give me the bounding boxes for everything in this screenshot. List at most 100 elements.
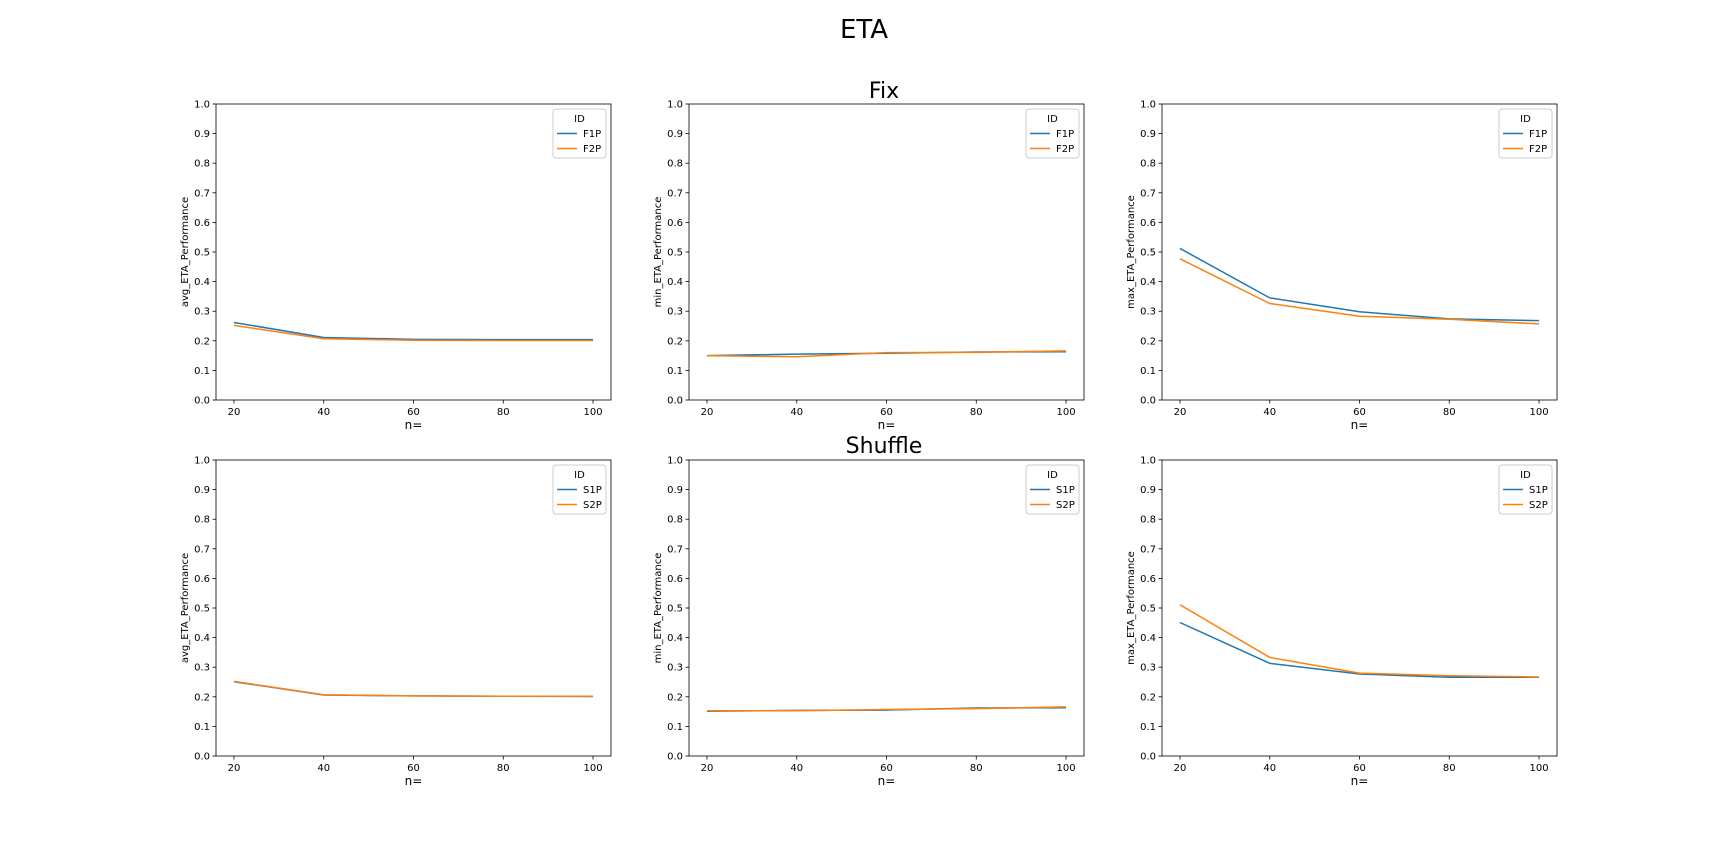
legend: ID S1P S2P: [1498, 464, 1553, 515]
legend-label-F1P: F1P: [583, 129, 601, 140]
series-line-S2P: [706, 706, 1067, 712]
y-tick-label: 0.7: [1140, 544, 1156, 555]
series-line-F2P: [233, 324, 594, 342]
y-tick-label: 1.0: [194, 100, 210, 111]
y-tick-label: 0.5: [667, 604, 683, 615]
legend-title: ID: [1520, 114, 1531, 125]
plot-frame: [215, 459, 612, 757]
y-tick-label: 0.6: [1140, 574, 1156, 585]
y-tick-label: 0.8: [194, 515, 210, 526]
legend: ID S1P S2P: [1025, 464, 1080, 515]
y-tick-label: 0.2: [667, 336, 683, 347]
y-tick-label: 0.1: [1140, 722, 1156, 733]
y-tick-label: 0.3: [194, 307, 210, 318]
series-line-F1P: [233, 321, 594, 341]
x-tick-label: 20: [228, 763, 241, 774]
y-tick-label: 0.8: [667, 159, 683, 170]
y-tick-label: 0.2: [194, 336, 210, 347]
y-tick-label: 0.8: [667, 515, 683, 526]
x-axis-label: n=: [1351, 418, 1369, 432]
chart-panel-5: 0.0 0.1 0.2 0.3 0.4 0.5 0.6 0.7 0.8 0.9 1.0 20 40 60 8…: [653, 456, 1085, 788]
y-tick-label: 0.9: [1140, 129, 1156, 140]
y-tick-label: 0.3: [667, 307, 683, 318]
y-tick-label: 0.7: [194, 188, 210, 199]
legend-box: [552, 464, 607, 515]
y-axis-label: avg_ETA_Performance: [180, 553, 191, 663]
x-tick-label: 80: [1443, 407, 1456, 418]
legend-title: ID: [1047, 114, 1058, 125]
legend: ID F1P F2P: [1025, 108, 1080, 159]
y-tick-label: 1.0: [667, 456, 683, 467]
x-tick-label: 60: [407, 763, 420, 774]
legend-title: ID: [574, 114, 585, 125]
y-tick-label: 1.0: [194, 456, 210, 467]
y-tick-label: 0.0: [1140, 396, 1156, 407]
y-tick-label: 0.9: [667, 485, 683, 496]
y-tick-label: 0.3: [1140, 307, 1156, 318]
y-tick-label: 0.8: [194, 159, 210, 170]
y-tick-label: 0.4: [667, 277, 683, 288]
x-tick-label: 20: [701, 763, 714, 774]
x-tick-label: 100: [1056, 763, 1075, 774]
chart-panel-6: 0.0 0.1 0.2 0.3 0.4 0.5 0.6 0.7 0.8 0.9 1.0 20 40 60 8…: [1126, 456, 1558, 788]
y-tick-label: 0.0: [194, 396, 210, 407]
y-tick-label: 0.8: [1140, 515, 1156, 526]
x-tick-label: 100: [1056, 407, 1075, 418]
x-tick-label: 40: [317, 763, 330, 774]
y-tick-label: 0.1: [194, 722, 210, 733]
x-tick-label: 40: [1263, 763, 1276, 774]
x-axis-label: n=: [405, 774, 423, 788]
x-tick-label: 100: [1529, 763, 1548, 774]
y-tick-label: 0.9: [194, 129, 210, 140]
y-tick-label: 0.1: [194, 366, 210, 377]
y-tick-label: 0.5: [194, 604, 210, 615]
row-title-fix: Fix: [869, 79, 899, 104]
y-axis-label: max_ETA_Performance: [1126, 551, 1137, 665]
x-axis-label: n=: [405, 418, 423, 432]
y-tick-label: 0.0: [194, 752, 210, 763]
x-tick-label: 20: [228, 407, 241, 418]
y-tick-label: 0.6: [667, 574, 683, 585]
x-tick-label: 60: [1353, 763, 1366, 774]
y-tick-label: 0.9: [667, 129, 683, 140]
y-tick-label: 1.0: [1140, 100, 1156, 111]
x-tick-label: 40: [317, 407, 330, 418]
legend: ID F1P F2P: [552, 108, 607, 159]
y-tick-label: 0.6: [667, 218, 683, 229]
y-tick-label: 0.2: [1140, 336, 1156, 347]
plot-frame: [215, 103, 612, 401]
row-title-shuffle: Shuffle: [846, 434, 923, 459]
x-tick-label: 100: [1529, 407, 1548, 418]
x-tick-label: 60: [880, 763, 893, 774]
y-tick-label: 1.0: [667, 100, 683, 111]
chart-panel-3: 0.0 0.1 0.2 0.3 0.4 0.5 0.6 0.7 0.8 0.9 1.0 20 40 60 8…: [1126, 100, 1558, 432]
x-tick-label: 60: [880, 407, 893, 418]
x-tick-label: 60: [1353, 407, 1366, 418]
legend-label-S1P: S1P: [1056, 485, 1075, 496]
x-axis-label: n=: [1351, 774, 1369, 788]
y-axis-label: min_ETA_Performance: [653, 553, 664, 664]
x-axis-label: n=: [878, 774, 896, 788]
y-tick-label: 0.1: [1140, 366, 1156, 377]
legend-box: [1498, 464, 1553, 515]
legend-box: [1025, 464, 1080, 515]
legend-label-F2P: F2P: [1056, 144, 1074, 155]
x-tick-label: 80: [970, 407, 983, 418]
legend-label-F2P: F2P: [583, 144, 601, 155]
legend-box: [1498, 108, 1553, 159]
legend: ID F1P F2P: [1498, 108, 1553, 159]
y-tick-label: 0.1: [667, 722, 683, 733]
plot-frame: [1161, 459, 1558, 757]
y-axis-label: max_ETA_Performance: [1126, 195, 1137, 309]
y-tick-label: 0.0: [667, 752, 683, 763]
series-line-S2P: [233, 680, 594, 697]
y-tick-label: 0.7: [667, 188, 683, 199]
y-tick-label: 0.0: [1140, 752, 1156, 763]
y-tick-label: 0.3: [194, 663, 210, 674]
x-tick-label: 80: [1443, 763, 1456, 774]
x-tick-label: 100: [583, 407, 602, 418]
plot-frame: [1161, 103, 1558, 401]
series-line-F2P: [706, 350, 1067, 358]
y-tick-label: 0.5: [194, 248, 210, 259]
